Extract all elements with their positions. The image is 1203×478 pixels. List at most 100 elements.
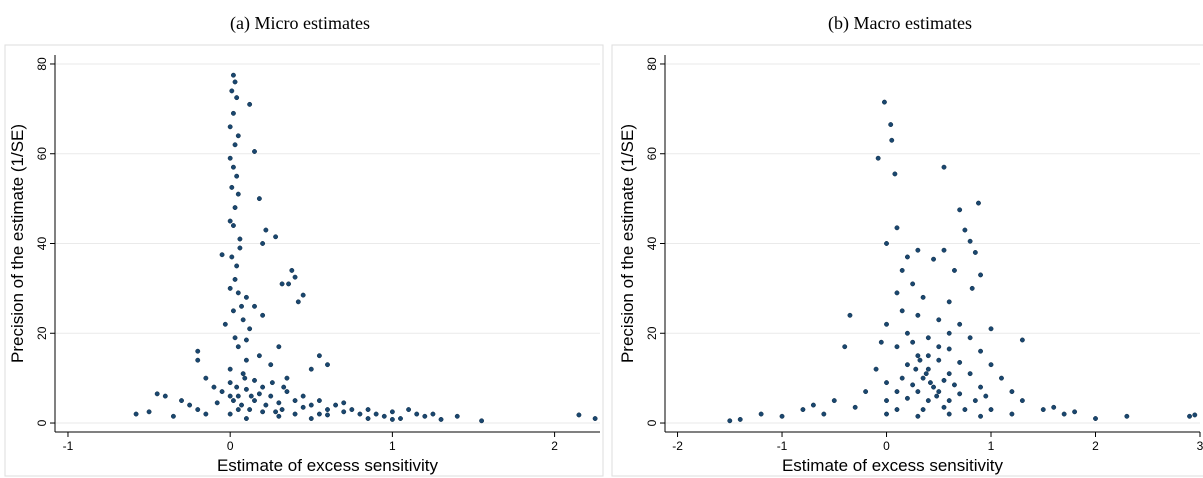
point (873, 366, 879, 372)
point (227, 155, 233, 161)
point (229, 88, 235, 94)
point (230, 398, 236, 404)
point (821, 411, 827, 417)
point (946, 299, 952, 305)
point (438, 416, 444, 422)
x-tick-label: 2 (551, 439, 558, 453)
point (962, 227, 968, 233)
x-tick-label: 0 (227, 439, 234, 453)
point (232, 276, 238, 282)
point (243, 294, 249, 300)
point (925, 353, 931, 359)
point (1072, 409, 1078, 415)
x-tick-label: 1 (988, 439, 995, 453)
point (884, 380, 889, 386)
point (894, 225, 900, 231)
point (847, 312, 853, 318)
point (256, 391, 262, 397)
point (920, 294, 926, 300)
point (957, 321, 963, 327)
point (1093, 416, 1098, 421)
x-axis-label: Estimate of excess sensitivity (782, 456, 1004, 475)
point (243, 337, 249, 343)
x-tick-label: 3 (1197, 439, 1203, 453)
point (479, 418, 485, 424)
point (243, 357, 249, 363)
point (978, 272, 984, 278)
point (1019, 337, 1025, 343)
point (920, 407, 926, 413)
y-tick-label: 20 (645, 326, 659, 340)
point (422, 413, 428, 419)
point (227, 411, 233, 417)
point (276, 400, 282, 406)
point (276, 344, 282, 350)
x-tick-label: -1 (63, 439, 74, 453)
point (284, 375, 290, 381)
point (894, 290, 900, 296)
point (237, 245, 243, 251)
y-tick-label: 80 (645, 57, 659, 71)
point (946, 398, 952, 404)
point (936, 344, 942, 350)
point (941, 404, 947, 410)
point (260, 384, 266, 390)
panel-title: (a) Micro estimates (230, 13, 370, 34)
point (1019, 398, 1025, 404)
point (365, 416, 371, 421)
point (852, 404, 858, 410)
point (195, 357, 201, 363)
point (941, 247, 947, 253)
point (252, 149, 257, 154)
point (592, 416, 598, 421)
x-axis-label: Estimate of excess sensitivity (217, 456, 439, 475)
point (406, 407, 412, 413)
point (341, 400, 347, 406)
point (239, 402, 244, 408)
point (234, 173, 240, 179)
point (281, 384, 287, 390)
point (910, 339, 916, 345)
point (195, 407, 201, 413)
point (260, 241, 266, 246)
y-tick-label: 80 (35, 57, 49, 71)
point (252, 398, 257, 404)
point (247, 101, 253, 107)
point (915, 247, 921, 253)
point (454, 413, 460, 419)
point (195, 348, 201, 354)
point (978, 348, 984, 354)
point (910, 382, 916, 388)
point (1192, 412, 1198, 418)
point (899, 308, 905, 314)
point (227, 124, 233, 130)
point (978, 413, 984, 419)
point (300, 393, 306, 399)
point (779, 413, 785, 419)
point (232, 335, 238, 341)
point (289, 267, 295, 273)
point (268, 362, 274, 368)
point (389, 409, 395, 415)
point (256, 196, 262, 202)
point (800, 407, 806, 413)
point (286, 281, 292, 287)
point (917, 357, 923, 363)
point (308, 366, 314, 372)
point (211, 384, 217, 390)
point (292, 274, 298, 280)
point (222, 321, 228, 327)
point (972, 398, 978, 404)
point (232, 205, 238, 211)
point (925, 335, 931, 341)
point (341, 409, 347, 415)
point (946, 346, 952, 352)
point (920, 375, 926, 381)
y-tick-label: 40 (35, 237, 49, 251)
point (240, 317, 246, 323)
point (936, 317, 942, 323)
x-tick-label: 0 (883, 439, 890, 453)
point (925, 398, 931, 404)
point (133, 411, 139, 417)
point (349, 407, 355, 413)
